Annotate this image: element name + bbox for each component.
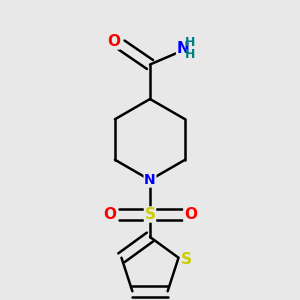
Text: H: H	[185, 48, 196, 61]
Text: O: O	[103, 207, 116, 222]
Text: O: O	[184, 207, 197, 222]
Text: S: S	[181, 252, 191, 267]
Text: H: H	[185, 36, 195, 49]
Text: N: N	[144, 173, 156, 187]
Text: S: S	[145, 207, 155, 222]
Text: N: N	[177, 41, 189, 56]
Text: O: O	[107, 34, 120, 49]
